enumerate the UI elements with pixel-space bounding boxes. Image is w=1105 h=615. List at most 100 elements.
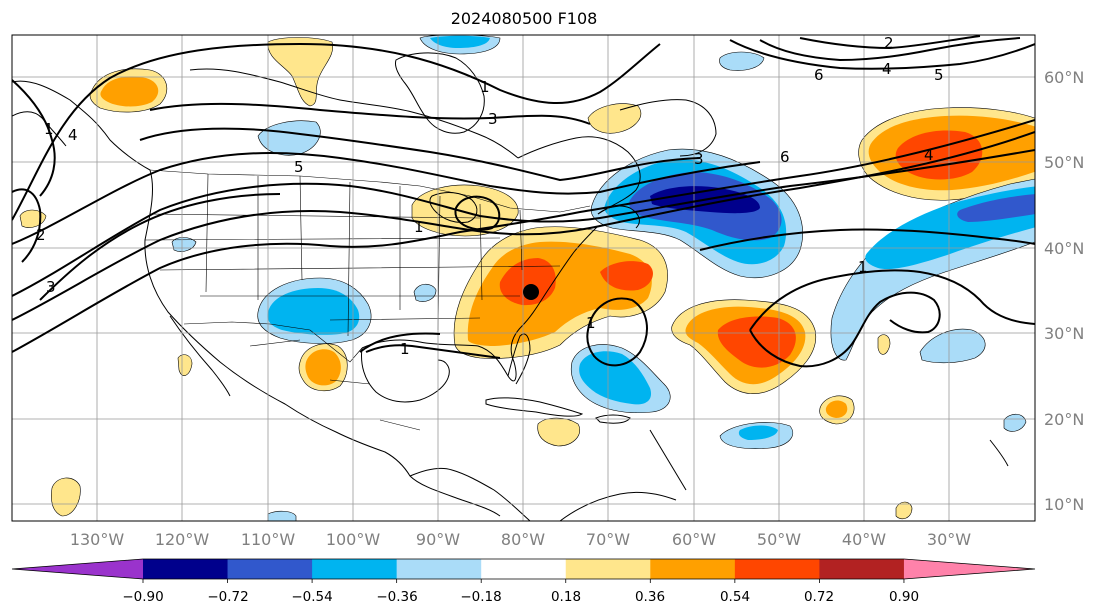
anomaly-caribbean bbox=[537, 417, 580, 447]
lon-label: 90°W bbox=[416, 530, 460, 549]
cuba bbox=[485, 397, 584, 417]
hudson-bay bbox=[395, 52, 485, 134]
contour-label: 6 bbox=[814, 66, 824, 84]
caribbean-islands bbox=[649, 429, 687, 491]
labrador-coast bbox=[517, 136, 641, 215]
anomaly-canary bbox=[1003, 413, 1027, 432]
contour-label: 5 bbox=[294, 158, 304, 176]
colorbar-extend-min bbox=[12, 559, 143, 579]
anomaly-gulf-small bbox=[413, 283, 437, 302]
colorbar-segment bbox=[227, 559, 313, 579]
lat-label: 60°N bbox=[1044, 68, 1084, 87]
anomaly-alaska-gulf-mid bbox=[100, 76, 159, 107]
anomaly-great-lakes bbox=[411, 184, 519, 237]
colorbar-segment bbox=[396, 559, 482, 579]
contour-line-3-north bbox=[149, 102, 591, 125]
us-canada-border bbox=[149, 169, 591, 213]
anomaly-bahamas-mid bbox=[579, 351, 652, 405]
anomaly-tiny-3 bbox=[895, 501, 913, 520]
lon-label: 110°W bbox=[241, 530, 296, 549]
lon-label: 50°W bbox=[757, 530, 801, 549]
colorbar-segment bbox=[650, 559, 736, 579]
colorbar-label: −0.36 bbox=[376, 589, 417, 605]
contour-label: 5 bbox=[934, 66, 944, 84]
contour-label: 2 bbox=[884, 34, 894, 52]
azores-canary-coast bbox=[989, 439, 1009, 467]
contour-line-north-greenland-4 bbox=[799, 35, 981, 50]
alaska-coast bbox=[12, 111, 67, 147]
us-mexico-border bbox=[183, 321, 363, 363]
map-figure: 1 1 1 1 1 1 2 2 3 3 3 4 4 4 5 5 6 6 130°… bbox=[11, 34, 1084, 549]
lat-label: 30°N bbox=[1044, 324, 1084, 343]
anomaly-tiny-2 bbox=[877, 334, 891, 355]
central-america-coast bbox=[409, 467, 531, 521]
contour-label: 3 bbox=[694, 150, 704, 168]
anomaly-north-atlantic-core bbox=[895, 130, 983, 180]
mexico-states bbox=[249, 339, 421, 431]
baja-california bbox=[169, 315, 231, 397]
lon-label: 40°W bbox=[842, 530, 886, 549]
contour-line-5-north bbox=[139, 127, 701, 182]
contour-line-wave-b bbox=[12, 149, 1035, 297]
contour-label: 1 bbox=[414, 218, 424, 236]
south-america-north bbox=[559, 491, 677, 521]
north-america-west-coast bbox=[12, 80, 501, 517]
colorbar-label: 0.90 bbox=[889, 589, 919, 605]
colorbar-label: 0.18 bbox=[551, 589, 581, 605]
contour-label: 1 bbox=[586, 314, 596, 332]
colorbar-label: −0.18 bbox=[460, 589, 501, 605]
colorbar-label: 0.54 bbox=[720, 589, 750, 605]
colorbar-segment bbox=[312, 559, 398, 579]
states-grid-ew bbox=[144, 213, 561, 321]
lon-label: 80°W bbox=[501, 530, 545, 549]
lon-label: 130°W bbox=[70, 530, 125, 549]
anomaly-hudson-north bbox=[267, 37, 334, 107]
contour-label: 4 bbox=[924, 146, 934, 164]
contour-line-3-west bbox=[39, 193, 281, 301]
colorbar-labels: −0.90 −0.72 −0.54 −0.36 −0.18 0.18 0.36 … bbox=[122, 589, 919, 605]
anomaly-southwest-us-mid bbox=[267, 288, 360, 335]
contour-line-1-gulf bbox=[365, 344, 501, 359]
colorbar: −0.90 −0.72 −0.54 −0.36 −0.18 0.18 0.36 … bbox=[11, 558, 1036, 605]
contour-label: 3 bbox=[488, 110, 498, 128]
contour-line-north-greenland-6 bbox=[759, 37, 1021, 62]
contour-line-1-west bbox=[12, 79, 56, 197]
colorbar-label: 0.36 bbox=[635, 589, 665, 605]
contour-label: 4 bbox=[68, 126, 78, 144]
contour-line-1-low bbox=[586, 297, 648, 367]
contour-line-2-west bbox=[12, 188, 42, 263]
contour-label: 1 bbox=[480, 78, 490, 96]
anomaly-atlantic-south-mid bbox=[738, 425, 778, 440]
lat-label: 40°N bbox=[1044, 239, 1084, 258]
anomaly-pacific-south bbox=[51, 477, 81, 517]
anomaly-mexico-west-mid bbox=[305, 349, 341, 386]
contour-line-wave-a bbox=[12, 152, 761, 245]
contour-label-group: 1 1 1 1 1 1 2 2 3 3 3 4 4 4 5 5 6 6 bbox=[36, 34, 944, 358]
contour-label: 1 bbox=[44, 120, 54, 138]
florida-peninsula bbox=[507, 333, 531, 385]
longitude-labels: 130°W 120°W 110°W 100°W 90°W 80°W 70°W 6… bbox=[70, 530, 971, 549]
lon-label: 100°W bbox=[326, 530, 381, 549]
location-marker bbox=[523, 284, 539, 300]
lon-label: 120°W bbox=[155, 530, 210, 549]
lon-label: 30°W bbox=[927, 530, 971, 549]
contour-line-north-greenland-5 bbox=[729, 39, 1035, 70]
contour-label: 6 bbox=[780, 148, 790, 166]
yucatan-coast bbox=[361, 347, 450, 403]
map-area: 1 1 1 1 1 1 2 2 3 3 3 4 4 4 5 5 6 6 bbox=[12, 34, 1035, 521]
colorbar-label: 0.72 bbox=[804, 589, 834, 605]
colorbar-extend-max bbox=[903, 559, 1035, 579]
lon-label: 70°W bbox=[586, 530, 630, 549]
anomaly-offshore-core bbox=[600, 261, 653, 291]
colorbar-label: −0.54 bbox=[291, 589, 332, 605]
contour-label: 4 bbox=[882, 60, 892, 78]
lat-label: 50°N bbox=[1044, 153, 1084, 172]
colorbar-segment bbox=[481, 559, 567, 579]
anomaly-east-atlantic-small-mid bbox=[825, 400, 848, 418]
contour-label: 3 bbox=[46, 278, 56, 296]
contour-line-1-southwest bbox=[359, 332, 441, 353]
anomaly-hudson-bay-top-mid bbox=[430, 35, 490, 48]
lat-label: 20°N bbox=[1044, 410, 1084, 429]
colorbar-segment bbox=[565, 559, 651, 579]
anomaly-east-atlantic-strong bbox=[957, 194, 1035, 222]
